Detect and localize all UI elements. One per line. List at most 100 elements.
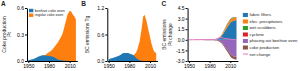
y-tick-label: 0.0 [97,58,104,64]
y-axis-line [188,9,189,62]
x-tick-label: 2010 [225,63,236,69]
x-axis: 1950 1980 2010 [23,61,77,69]
legend-label: regular coke oven [35,13,64,17]
y-tick-label: 3.0 [178,16,185,22]
y-tick-label: 0.6 [97,32,104,38]
x-tick-label: 1980 [124,63,135,69]
y-tick: 0.0 [97,58,107,64]
title: B [81,0,86,7]
x-axis: 1950 1980 2010 [104,61,158,69]
x-tick-label: 1950 [104,63,115,69]
legend-label: wet scrubbers [250,25,276,30]
y-tick-line [25,61,27,62]
x-tick-label: 1980 [205,63,216,69]
legend-item: wet scrubbers [243,25,276,30]
y-axis-title-line: Pt [6,32,12,37]
legend: beehive coke ovenregular coke oven [29,9,65,18]
figure: fabric filters elec. precipitatorswet scr… [0,0,300,71]
y-tick-line [186,8,188,9]
legend-swatch [243,54,248,55]
y-tick: 0.6 [17,5,27,11]
y-tick: 0.0 [178,37,188,43]
y-tick: 4.5 [178,5,188,11]
y-tick-label: 0.0 [178,37,185,43]
y-tick-label: 0.0 [17,58,24,64]
legend-swatch [243,13,248,17]
y-tick-label: 1.5 [178,26,185,32]
panel: 1950198020100.00.30.6Coke productionPtAb… [1,0,78,68]
y-tick-line [186,61,188,62]
legend-item: phasing out beehive oven [243,38,298,43]
x-axis: 1950 1980 2010 [184,61,238,69]
x-tick-label: 2010 [65,63,76,69]
y-axis-title: BC emissions Tg [84,15,90,53]
legend-label: fabric filters [250,12,271,17]
legend-label: coke production [250,45,280,50]
marks [109,15,157,61]
title: A [1,0,6,7]
y-tick: 0.6 [97,32,107,38]
y-tick: 0.3 [17,32,27,38]
legend-label: elec. precipitators [250,19,283,24]
y-tick-label: -3.0 [176,58,185,64]
plot-area: 1950 1980 2010 -3.0 -1.5 0.0 1.5 3.0 4.5 [176,5,238,68]
area [28,55,76,61]
x-tick: 2010 [145,61,156,69]
y-tick-label: -1.5 [176,48,185,54]
legend-swatch [243,46,248,50]
line [189,38,237,40]
y-tick-line [105,35,107,36]
legend-item: cyclone [243,32,265,37]
y-tick-line [186,19,188,20]
area [189,17,237,40]
y-tick-line [186,50,188,51]
legend-item: net change [243,52,271,57]
marks [28,11,76,61]
area [109,53,157,61]
y-axis: 0.0 0.3 0.6 [17,5,27,64]
x-tick: 1950 [23,61,34,69]
y-axis: 0.0 0.6 1.2 [97,5,107,64]
legend-item: regular coke oven [29,13,63,17]
y-axis-title-line: BC emissions Tg [84,15,90,53]
legend-label: cyclone [250,32,265,37]
y-tick: 0.0 [17,58,27,64]
x-tick: 1980 [44,61,55,69]
x-tick: 2010 [225,61,236,69]
marks [189,17,237,60]
legend-swatch [243,32,248,36]
x-tick: 1980 [205,61,216,69]
plot-area: 1950 1980 2010 0.0 0.3 0.6 [17,5,78,68]
panel: 1950 1980 2010 -3.0 -1.5 0.0 1.5 3.0 4.5 BC emiss… [161,0,238,68]
legend-item: beehive coke oven [29,9,65,13]
y-axis-line [27,9,28,62]
legend-label: phasing out beehive oven [250,38,298,43]
x-tick: 1980 [124,61,135,69]
legend-swatch [29,13,33,16]
x-tick-label: 2010 [145,63,156,69]
y-tick: -3.0 [176,58,188,64]
chart-root: fabric filters elec. precipitatorswet scr… [0,0,300,71]
legend: fabric filters elec. precipitatorswet scr… [243,12,298,56]
x-tick: 1950 [184,61,195,69]
legend-item: fabric filters [243,12,271,17]
x-tick-label: 1980 [44,63,55,69]
y-tick-label: 0.6 [17,5,24,11]
legend-label: beehive coke oven [35,9,65,13]
y-tick: -1.5 [176,48,188,54]
y-tick-line [25,8,27,9]
legend-swatch [243,26,248,30]
y-tick-label: 0.3 [17,32,24,38]
panel: 1950 1980 2010 0.0 0.6 1.2 BC emissions Tg B [81,0,158,68]
area [109,15,157,61]
y-tick-line [186,40,188,41]
y-axis-title: BC emissionsPt change [161,19,173,50]
area [28,11,76,61]
area [189,17,237,40]
plot-area: 1950 1980 2010 0.0 0.6 1.2 [97,5,158,68]
title: C [162,0,167,7]
legend-swatch [243,19,248,23]
y-tick-label: 1.2 [97,5,104,11]
y-tick-label: 4.5 [178,5,185,11]
x-tick-label: 1950 [184,63,195,69]
